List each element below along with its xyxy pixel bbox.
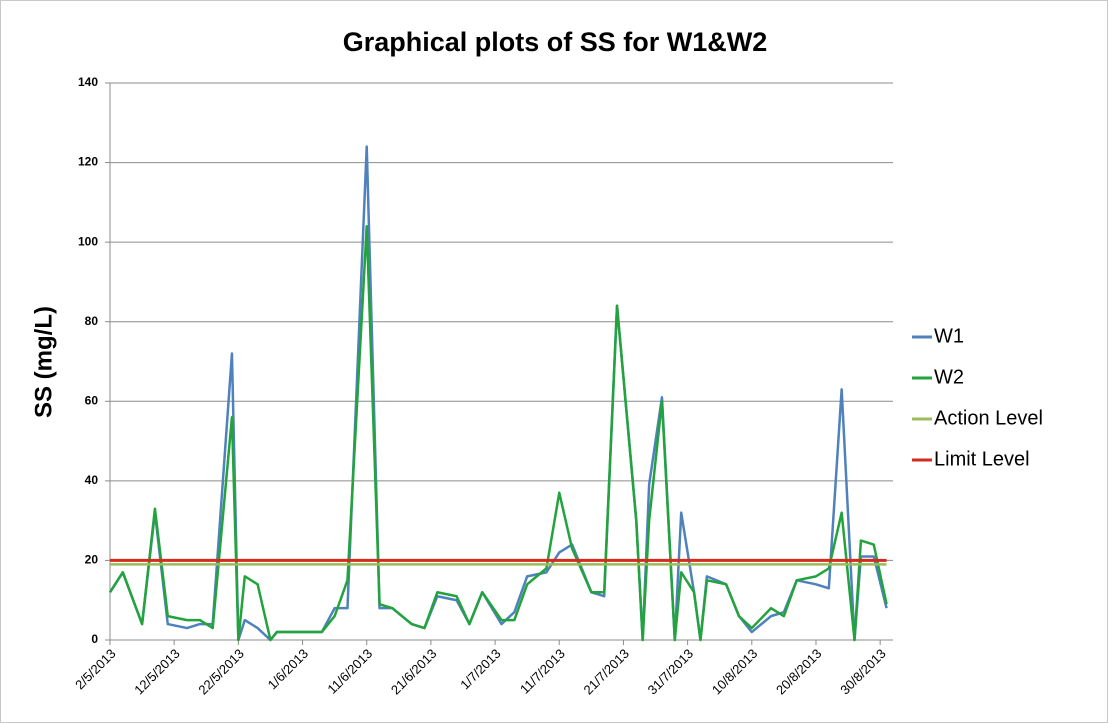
y-tick-label: 20 (85, 553, 99, 567)
legend-label: W2 (934, 366, 964, 388)
y-tick-label: 100 (78, 234, 98, 248)
series-line (108, 224, 888, 642)
y-axis-label: SS (mg/L) (30, 306, 57, 418)
y-tick-label: 60 (85, 393, 99, 407)
y-tick-label: 140 (78, 75, 98, 89)
y-tick-label: 80 (85, 314, 99, 328)
y-tick-label: 40 (85, 473, 99, 487)
legend-label: Action Level (934, 407, 1043, 429)
series-line (108, 145, 888, 642)
legend-label: Limit Level (934, 448, 1030, 470)
chart-title: Graphical plots of SS for W1&W2 (343, 27, 768, 57)
y-tick-label: 0 (91, 632, 98, 646)
y-tick-label: 120 (78, 155, 98, 169)
legend-label: W1 (934, 325, 964, 347)
